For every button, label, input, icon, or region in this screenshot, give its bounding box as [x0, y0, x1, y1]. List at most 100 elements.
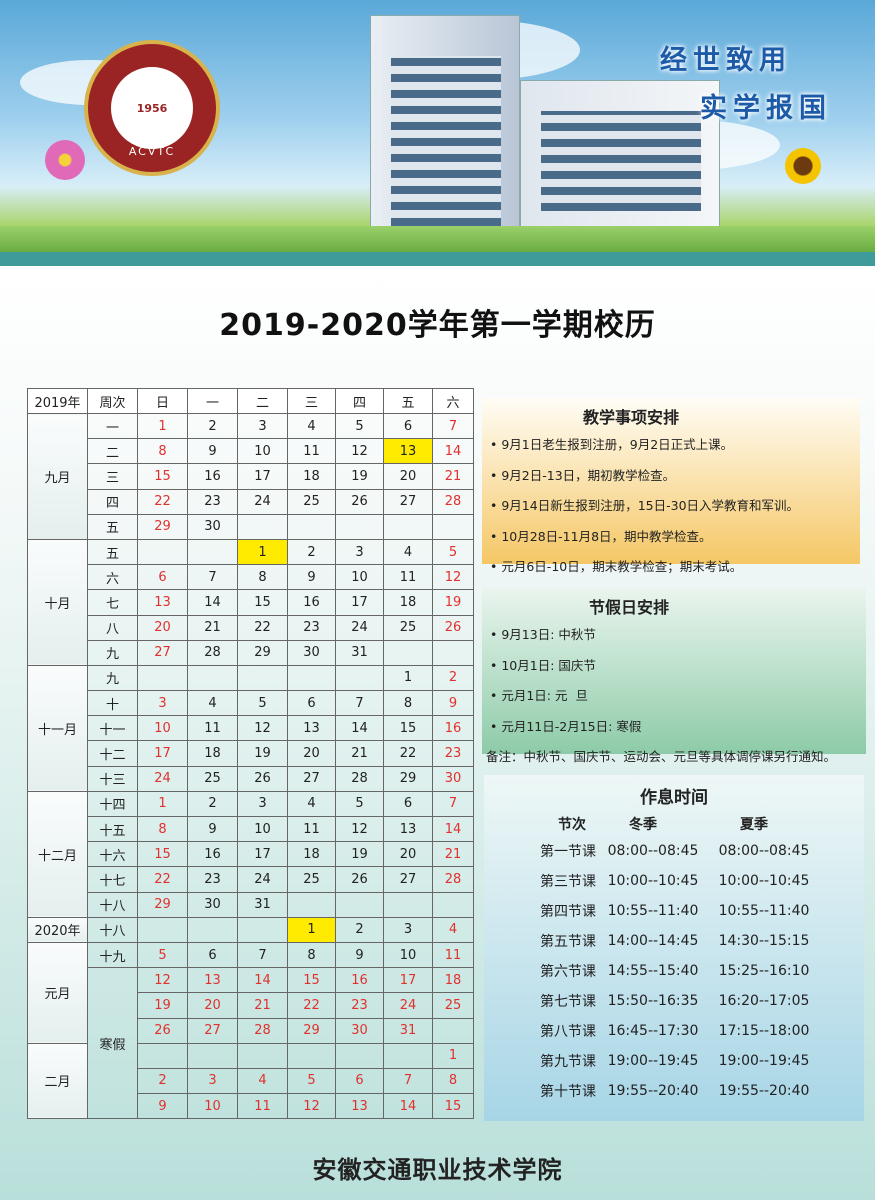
day-cell: 21 [432, 463, 474, 490]
day-cell: 30 [432, 765, 474, 792]
day-cell: 21 [335, 740, 384, 767]
day-cell: 6 [137, 564, 188, 591]
day-cell: 7 [383, 1067, 433, 1095]
winter-time: 19:55--20:40 [607, 1083, 699, 1099]
month-label: 十一月 [27, 664, 88, 792]
day-cell: 22 [137, 866, 188, 893]
winter-time: 14:00--14:45 [607, 933, 699, 949]
day-cell: 7 [432, 412, 474, 440]
day-cell: 31 [237, 891, 288, 918]
calendar-row: 六 6 7 8 9 10 11 12 [28, 564, 474, 591]
day-cell: 24 [335, 614, 384, 641]
day-cell [287, 1042, 336, 1069]
day-cell: 8 [432, 1067, 474, 1095]
calendar-row: 五 29 30 [28, 513, 474, 540]
calendar-row: 十三 24 25 26 27 28 29 30 [28, 765, 474, 792]
day-cell [432, 1017, 474, 1044]
teaching-item: 10月28日-11月8日，期中教学检查。 [490, 526, 860, 545]
day-cell: 24 [137, 765, 188, 792]
calendar-table: 2019年 周次日一二三四五六九月一 1 2 3 4 5 6 7 二 8 9 10 11 12 13 14 三 15… [27, 388, 474, 1120]
day-cell [383, 513, 433, 540]
week-label: 十六 [87, 841, 138, 868]
day-cell: 18 [383, 589, 433, 616]
day-cell: 18 [187, 740, 238, 767]
calendar-row: 十二 17 18 19 20 21 22 23 [28, 740, 474, 767]
period-label: 第三节课 [540, 874, 596, 890]
day-cell: 3 [187, 1067, 238, 1095]
day-cell: 2 [287, 538, 336, 566]
day-cell [287, 513, 336, 540]
week-label: 十 [87, 690, 138, 717]
month-label: 九月 [27, 413, 88, 540]
calendar-header: 2019年 [27, 388, 88, 414]
day-cell: 25 [287, 866, 336, 893]
day-cell: 7 [335, 690, 384, 717]
day-cell [137, 916, 188, 943]
summer-time: 19:00--19:45 [718, 1053, 810, 1069]
calendar-row: 十月五 1 2 3 4 5 [27, 538, 474, 666]
day-cell: 16 [287, 589, 336, 616]
day-cell: 10 [187, 1093, 238, 1120]
day-cell: 7 [237, 941, 288, 969]
calendar-row: 十一月九 1 2 [27, 664, 474, 792]
day-cell [187, 1042, 238, 1069]
day-cell [137, 664, 188, 692]
calendar-row: 十五 8 9 10 11 12 13 14 [28, 815, 474, 843]
winter-time: 16:45--17:30 [607, 1023, 699, 1039]
day-cell: 11 [237, 1093, 288, 1120]
day-cell: 1 [137, 790, 188, 818]
day-cell: 22 [383, 740, 433, 767]
day-cell: 5 [287, 1067, 336, 1095]
day-cell: 29 [137, 891, 188, 918]
day-cell: 14 [335, 715, 384, 742]
month-label: 十月 [27, 538, 88, 666]
week-label: 寒假 [87, 967, 138, 1120]
day-cell: 10 [137, 715, 188, 742]
day-cell [432, 891, 474, 918]
day-cell: 11 [287, 815, 336, 843]
holiday-note: 备注：中秋节、国庆节、运动会、元旦等具体调停课另行通知。 [486, 749, 837, 764]
calendar-header: 三 [287, 388, 336, 414]
day-cell: 28 [187, 639, 238, 666]
calendar-row: 四 22 23 24 25 26 27 28 [28, 488, 474, 515]
calendar-row: 八 20 21 22 23 24 25 26 [28, 614, 474, 641]
day-cell [137, 1042, 188, 1069]
week-label: 十四 [87, 790, 138, 818]
day-cell [187, 538, 238, 566]
day-cell [383, 891, 433, 918]
day-cell: 16 [187, 841, 238, 868]
day-cell: 23 [187, 488, 238, 515]
day-cell: 8 [383, 690, 433, 717]
day-cell: 20 [137, 614, 188, 641]
day-cell: 7 [432, 790, 474, 818]
day-cell: 4 [287, 790, 336, 818]
day-cell: 26 [432, 614, 474, 641]
day-cell: 14 [187, 589, 238, 616]
summer-time: 10:00--10:45 [718, 873, 810, 889]
calendar-row: 二月 1 [27, 1042, 474, 1120]
day-cell: 12 [335, 438, 384, 465]
day-cell: 26 [137, 1017, 188, 1044]
calendar-row: 19 20 21 22 23 24 25 [28, 992, 474, 1019]
day-cell: 26 [335, 866, 384, 893]
header-banner: 1956 ACVTC 经世致用 实学报国 [0, 0, 875, 266]
day-cell: 3 [383, 916, 433, 943]
day-cell: 30 [187, 891, 238, 918]
summer-time: 19:55--20:40 [718, 1083, 810, 1099]
schedule-row: 第六节课 14:55--15:40 15:25--16:10 [484, 956, 864, 986]
day-cell [335, 664, 384, 692]
day-cell: 5 [335, 790, 384, 818]
day-cell: 9 [287, 564, 336, 591]
day-cell: 15 [432, 1093, 474, 1120]
day-cell: 5 [237, 690, 288, 717]
month-label: 二月 [27, 1042, 88, 1120]
day-cell [432, 639, 474, 666]
day-cell: 20 [187, 992, 238, 1019]
summer-time: 14:30--15:15 [718, 933, 810, 949]
schedule-row: 第七节课 15:50--16:35 16:20--17:05 [484, 986, 864, 1016]
day-cell: 19 [432, 589, 474, 616]
holiday-title: 节假日安排 [588, 598, 669, 617]
day-cell: 22 [287, 992, 336, 1019]
day-cell [237, 664, 288, 692]
calendar-row: 七 13 14 15 16 17 18 19 [28, 589, 474, 616]
